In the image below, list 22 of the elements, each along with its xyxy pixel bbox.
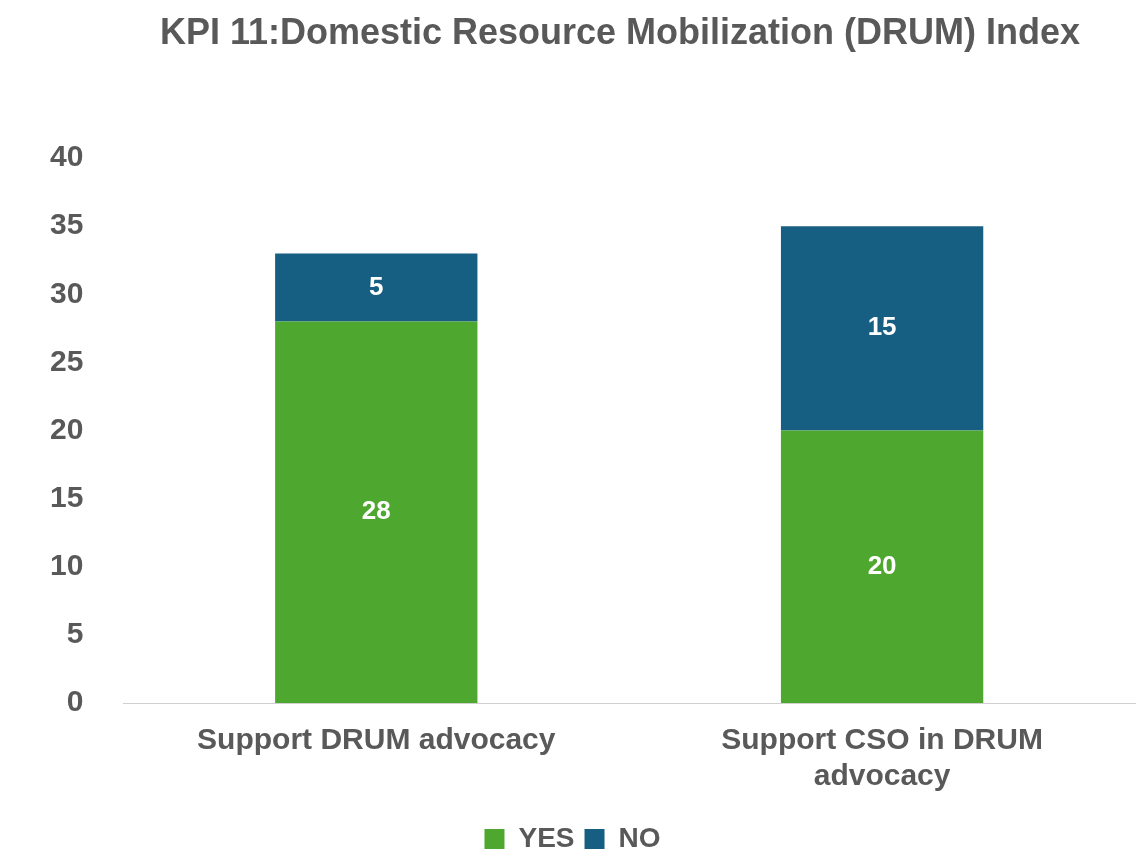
- bar: [275, 321, 478, 703]
- y-tick-label: 35: [49, 207, 84, 241]
- bar: [780, 430, 984, 703]
- data-label: 20: [867, 549, 897, 580]
- bar: [780, 226, 984, 431]
- x-tick-label: Support DRUM advocacy: [197, 722, 556, 756]
- data-label: 5: [369, 270, 384, 301]
- y-tick-label: 40: [49, 139, 84, 173]
- legend-label: NO: [618, 821, 661, 853]
- y-tick-label: 10: [49, 548, 84, 582]
- chart-title: KPI 11:Domestic Resource Mobilization (DRUM) Index: [158, 10, 1082, 54]
- bar: [275, 253, 478, 322]
- y-tick-label: 5: [66, 616, 84, 650]
- x-tick-label: Support CSO in DRUM advocacy: [721, 722, 1043, 792]
- y-tick-label: 0: [66, 684, 84, 718]
- y-tick-label: 25: [49, 343, 84, 377]
- data-label: 15: [867, 311, 897, 342]
- y-tick-label: 15: [49, 479, 84, 513]
- data-label: 28: [361, 495, 391, 526]
- legend-label: YES: [518, 821, 575, 853]
- y-tick-label: 20: [49, 411, 84, 445]
- y-tick-label: 30: [49, 275, 84, 309]
